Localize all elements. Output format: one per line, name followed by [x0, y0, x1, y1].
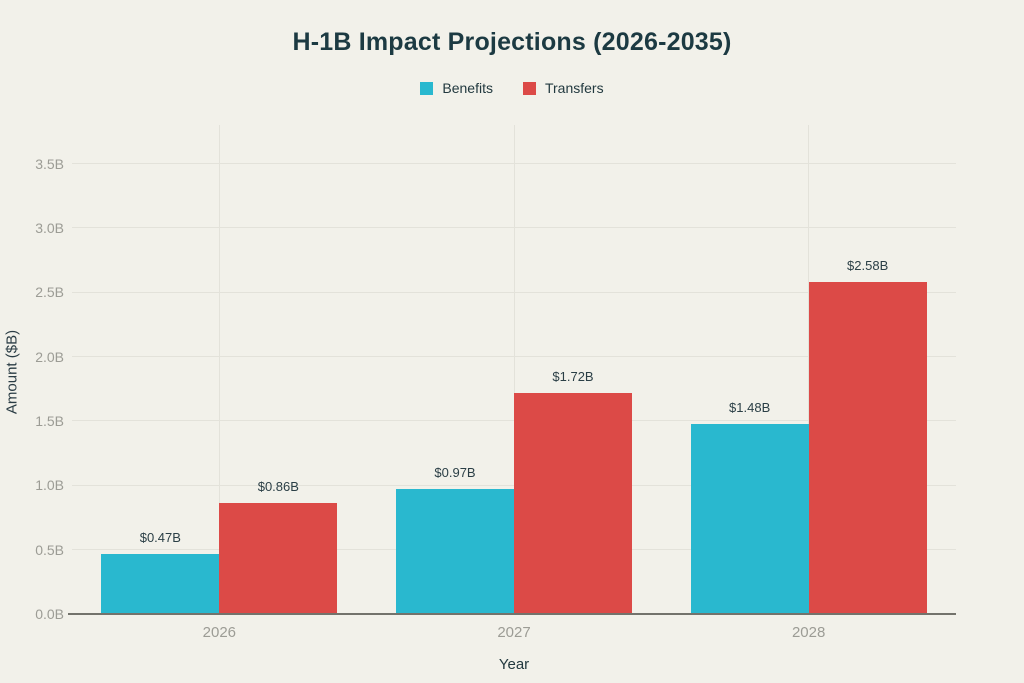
bar-value-transfers-2028: $2.58B	[847, 257, 889, 273]
bar-benefits-2027	[396, 489, 514, 614]
y-tick-3.5B: 3.5B	[35, 155, 64, 172]
chart-title: H-1B Impact Projections (2026-2035)	[292, 28, 732, 56]
bar-value-benefits-2026: $0.47B	[139, 529, 181, 545]
y-tick-1.5B: 1.5B	[35, 412, 64, 429]
gridline-x-2027	[513, 125, 515, 614]
legend-label-benefits: Benefits	[442, 80, 493, 96]
bar-value-transfers-2027: $1.72B	[552, 368, 594, 384]
legend: Benefits Transfers	[0, 80, 1024, 96]
x-axis-line	[68, 613, 956, 615]
x-tick-2028: 2028	[791, 624, 826, 641]
bar-value-benefits-2027: $0.97B	[434, 465, 476, 481]
bar-benefits-2028	[690, 423, 809, 614]
legend-swatch-transfers	[522, 81, 536, 95]
gridline-x-2026	[218, 125, 220, 614]
bar-transfers-2026	[219, 503, 338, 614]
bar-value-transfers-2026: $0.86B	[257, 479, 299, 495]
bar-transfers-2028	[808, 281, 927, 614]
bar-value-benefits-2028: $1.48B	[729, 399, 771, 415]
y-tick-2.0B: 2.0B	[35, 348, 64, 365]
bar-transfers-2027	[514, 392, 632, 614]
y-axis-title: Amount ($B)	[3, 329, 21, 415]
y-tick-3.0B: 3.0B	[35, 219, 64, 236]
x-axis-title: Year	[498, 656, 530, 673]
legend-item-transfers: Transfers	[522, 80, 604, 96]
legend-item-benefits: Benefits	[420, 80, 493, 96]
y-tick-1.0B: 1.0B	[35, 477, 64, 494]
y-tick-2.5B: 2.5B	[35, 284, 64, 301]
x-tick-2026: 2026	[202, 624, 237, 641]
y-tick-0.0B: 0.0B	[35, 606, 64, 622]
y-tick-0.5B: 0.5B	[35, 541, 64, 558]
bar-benefits-2026	[101, 553, 220, 614]
legend-swatch-benefits	[420, 81, 434, 95]
legend-label-transfers: Transfers	[544, 80, 604, 96]
x-tick-2027: 2027	[497, 624, 531, 641]
